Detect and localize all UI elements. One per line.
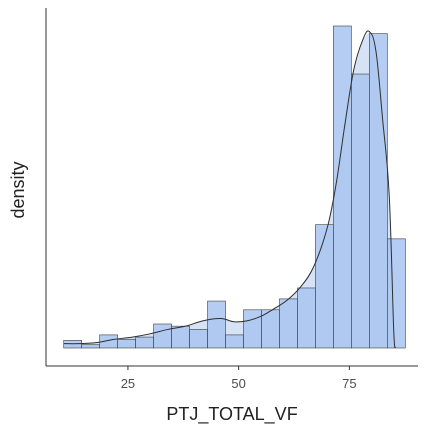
histogram-bar bbox=[189, 329, 208, 349]
histogram-bar bbox=[243, 309, 262, 349]
histogram-bar bbox=[225, 334, 244, 349]
density-line-layer bbox=[63, 30, 396, 349]
x-tick-label: 50 bbox=[231, 376, 245, 391]
histogram-bar bbox=[153, 323, 172, 349]
histogram-bar bbox=[117, 338, 136, 349]
histogram-bar bbox=[315, 224, 334, 349]
histogram-bar bbox=[297, 287, 316, 349]
histogram-bar bbox=[369, 33, 388, 349]
y-axis-title: density bbox=[8, 161, 28, 218]
histogram-bar bbox=[171, 325, 190, 349]
x-ticks: 25 50 75 bbox=[121, 366, 357, 391]
histogram-bar bbox=[261, 309, 280, 349]
x-axis-title: PTJ_TOTAL_VF bbox=[166, 404, 297, 425]
x-tick-label: 25 bbox=[121, 376, 135, 391]
axes bbox=[45, 8, 418, 367]
histogram-bar bbox=[279, 298, 298, 349]
histogram-bar bbox=[207, 300, 226, 349]
histogram-bar bbox=[81, 344, 100, 349]
x-tick-label: 75 bbox=[342, 376, 356, 391]
histogram-bar bbox=[387, 238, 406, 349]
histogram-bar bbox=[135, 336, 154, 349]
density-curve bbox=[63, 30, 396, 349]
histogram-bar bbox=[351, 73, 370, 349]
histogram-bars bbox=[63, 25, 406, 349]
